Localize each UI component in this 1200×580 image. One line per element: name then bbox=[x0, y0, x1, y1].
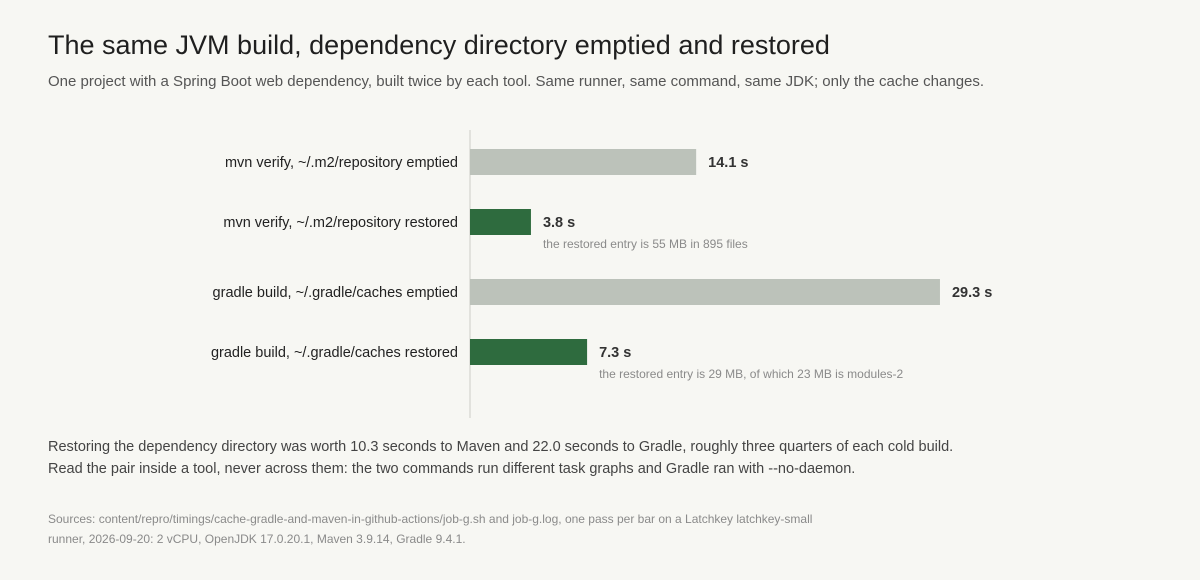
category-label: mvn verify, ~/.m2/repository restored bbox=[223, 215, 458, 231]
value-label: 3.8 s bbox=[543, 215, 575, 231]
chart-title: The same JVM build, dependency directory… bbox=[48, 30, 830, 60]
value-label: 14.1 s bbox=[708, 155, 748, 171]
bar-annotation: the restored entry is 55 MB in 895 files bbox=[543, 237, 748, 251]
value-label: 29.3 s bbox=[952, 285, 992, 301]
bar-restored bbox=[470, 209, 531, 235]
bar-emptied bbox=[470, 279, 940, 305]
bar-emptied bbox=[470, 149, 697, 175]
category-label: gradle build, ~/.gradle/caches restored bbox=[211, 345, 458, 361]
value-label: 7.3 s bbox=[599, 345, 631, 361]
category-label: gradle build, ~/.gradle/caches emptied bbox=[213, 285, 458, 301]
chart-note: Restoring the dependency directory was w… bbox=[48, 439, 954, 477]
bar-restored bbox=[470, 339, 588, 365]
chart-sources: Sources: content/repro/timings/cache-gra… bbox=[48, 512, 813, 546]
category-label: mvn verify, ~/.m2/repository emptied bbox=[225, 155, 458, 171]
chart-subtitle: One project with a Spring Boot web depen… bbox=[48, 73, 985, 90]
bar-annotation: the restored entry is 29 MB, of which 23… bbox=[599, 367, 903, 381]
bar-chart: mvn verify, ~/.m2/repository emptied 14.1… bbox=[211, 130, 992, 418]
